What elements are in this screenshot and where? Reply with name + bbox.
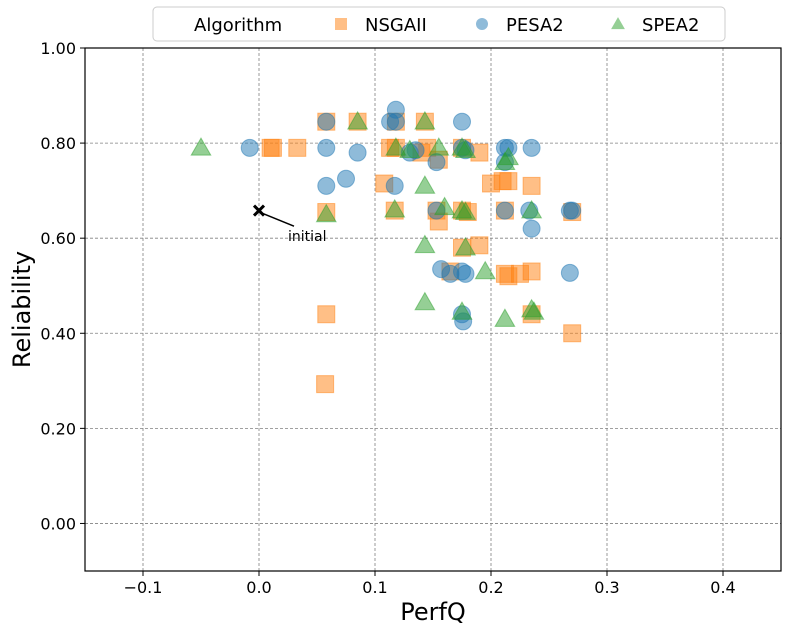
spea2-point (414, 175, 436, 194)
x-tick-label: 0.3 (594, 578, 619, 597)
pesa2-point (317, 112, 336, 131)
y-tick-label: 0.00 (40, 514, 76, 533)
pesa2-point (317, 176, 336, 195)
annotation-arrow (262, 212, 295, 227)
spea2-point (494, 308, 516, 327)
spea2-point (399, 139, 421, 159)
nsgaii-point (563, 324, 582, 343)
nsgaii-point (470, 236, 489, 255)
y-axis-label: Reliability (8, 251, 36, 368)
spea2-point (523, 301, 545, 320)
legend-marker-pesa2 (476, 18, 488, 30)
spea2-point (414, 291, 436, 311)
pesa2-point (522, 138, 541, 157)
nsgaii-point (522, 262, 541, 281)
spea2-point (433, 196, 456, 216)
y-tick-label: 1.00 (40, 39, 76, 58)
spea2-point (520, 199, 543, 219)
x-tick-label: −0.1 (124, 578, 163, 597)
spea2-point (346, 110, 369, 130)
spea2-point (428, 137, 450, 156)
spea2-point (454, 139, 477, 159)
pesa2-point (317, 138, 336, 157)
x-tick-label: 0.4 (710, 578, 735, 597)
pesa2-point (337, 169, 355, 188)
spea2-point (414, 234, 436, 254)
spea2-point (384, 198, 406, 218)
spea2-point (190, 137, 212, 156)
annotations: initial (252, 204, 327, 245)
spea2-point (454, 201, 477, 220)
spea2-point (385, 137, 407, 156)
pesa2-point (495, 201, 514, 220)
legend-marker-spea2 (611, 17, 625, 30)
nsgaii-point (263, 138, 282, 157)
data-points (190, 100, 582, 394)
spea2-point (474, 260, 496, 280)
nsgaii-point (522, 176, 541, 195)
y-tick-label: 0.60 (40, 229, 76, 248)
pesa2-point (560, 263, 579, 282)
pesa2-point (348, 143, 367, 162)
y-axis-ticks: 0.00 0.20 0.40 0.60 0.80 1.00 (40, 39, 85, 533)
spea2-point (451, 301, 473, 320)
y-tick-label: 0.80 (40, 134, 76, 153)
legend: Algorithm NSGAII PESA2 SPEA2 (152, 6, 726, 42)
y-tick-label: 0.20 (40, 419, 76, 438)
x-axis-ticks: −0.1 0.0 0.1 0.2 0.3 0.4 (124, 571, 736, 597)
x-axis-label: PerfQ (400, 598, 466, 626)
annotation-label: initial (288, 229, 327, 245)
legend-entry-pesa2: PESA2 (506, 15, 564, 36)
pesa2-point (240, 138, 259, 157)
spea2-point (454, 236, 477, 256)
nsgaii-point (288, 138, 307, 157)
legend-frame (152, 6, 726, 42)
nsgaii-point (316, 375, 335, 394)
legend-title: Algorithm (194, 15, 282, 36)
pesa2-point (453, 112, 471, 131)
legend-marker-nsgaii (335, 18, 347, 30)
initial-marker (252, 204, 266, 217)
pesa2-point (522, 219, 541, 238)
series-spea2 (190, 110, 545, 327)
pesa2-point (386, 112, 405, 131)
pesa2-point (385, 176, 404, 195)
legend-entry-nsgaii: NSGAII (365, 15, 427, 36)
x-tick-label: 0.2 (478, 578, 503, 597)
x-tick-label: 0.0 (246, 578, 271, 597)
pesa2-point (456, 264, 475, 283)
nsgaii-point (499, 172, 518, 191)
y-tick-label: 0.40 (40, 324, 76, 343)
nsgaii-point (317, 305, 336, 324)
spea2-point (315, 203, 337, 223)
spea2-point (414, 110, 436, 130)
pesa2-point (427, 153, 446, 172)
plot-frame (84, 47, 782, 572)
x-tick-label: 0.1 (362, 578, 387, 597)
spea2-point (497, 146, 520, 166)
pesa2-point (563, 201, 582, 220)
legend-entry-spea2: SPEA2 (642, 15, 699, 36)
